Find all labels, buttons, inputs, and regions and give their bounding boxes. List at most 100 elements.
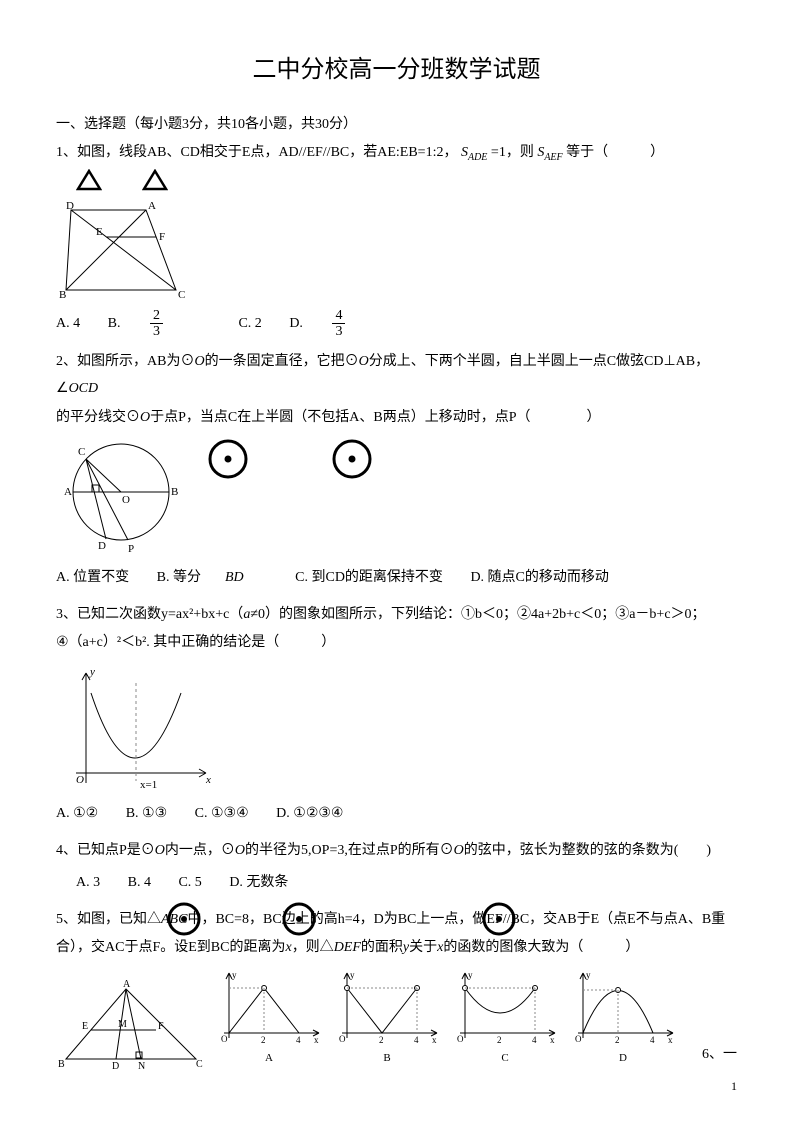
x4: 4: [650, 1035, 655, 1045]
O: O: [575, 1034, 582, 1044]
q5-line1: 5、如图，已知△ABC中，BC=8，BC边上的高h=4，D为BC上一点，做EF/…: [56, 907, 737, 934]
q1-optC: C. 2: [238, 316, 261, 331]
circle-dot-icon: [206, 437, 250, 481]
q2-line2: 的平分线交⊙O于点P，当点C在上半圆（不包括A、B两点）上移动时，点P（ ）: [56, 405, 737, 432]
optA: A. 位置不变: [56, 570, 129, 585]
O: O: [457, 1034, 464, 1044]
optD-num: 4: [332, 308, 345, 324]
x4: 4: [414, 1035, 419, 1045]
page-number: 1: [731, 1075, 737, 1098]
t: 关于: [409, 940, 437, 955]
optA: A. 3: [76, 875, 100, 890]
t: 4、已知点P是⊙: [56, 843, 155, 858]
optB-num: 2: [150, 308, 163, 324]
x2: 2: [261, 1035, 266, 1045]
page-title: 二中分校高一分班数学试题: [56, 48, 737, 94]
q3-figure: O x y x=1: [56, 663, 737, 793]
lbl: D: [98, 540, 106, 552]
E: E: [82, 1021, 88, 1032]
x2: 2: [615, 1035, 620, 1045]
q4-options: A. 3 B. 4 C. 5 D. 无数条: [76, 870, 737, 897]
optD-lbl: D.: [289, 316, 303, 331]
q6-start: 6、一: [702, 1042, 737, 1069]
O: O: [76, 774, 84, 786]
t: B. 等分: [157, 570, 201, 585]
lbl-B: B: [59, 289, 66, 300]
lbl-A: A: [148, 200, 156, 212]
circle-dot-icon: [481, 901, 517, 937]
x4: 4: [296, 1035, 301, 1045]
circle-dot-icon: [330, 437, 374, 481]
q1-optD: D. 43: [289, 316, 393, 331]
q1-optA: A. 4: [56, 316, 80, 331]
lbl-F: F: [159, 231, 165, 243]
q3-line2: ④（a+c）²＜b². 其中正确的结论是（ ）: [56, 630, 737, 657]
x: x: [205, 774, 211, 786]
O: O: [339, 1034, 346, 1044]
optA: A. ①②: [56, 806, 98, 821]
t: 的一条固定直径，它把⊙: [205, 354, 359, 369]
x2: 2: [497, 1035, 502, 1045]
optD: D. ①②③④: [276, 806, 343, 821]
y: y: [350, 970, 355, 980]
optD-den: 3: [332, 324, 345, 339]
lbl: O: [122, 494, 130, 506]
t: 的平分线交⊙: [56, 410, 140, 425]
q5-optD-fig: O 2 4 y x D: [568, 968, 678, 1069]
t: ）的图象如图所示，下列结论：①b＜0；②4a+2b+c＜0；③a－b+c＞0；: [265, 607, 706, 622]
q1-b: =1，则: [491, 145, 534, 160]
y: y: [586, 970, 591, 980]
lbl: C: [78, 446, 85, 458]
O: O: [155, 843, 165, 858]
lbl: B: [171, 486, 178, 498]
lbl: A: [214, 1048, 324, 1069]
t: 的半径为5,OP=3,在过点P的所有⊙: [245, 843, 454, 858]
triangle-icon: [142, 169, 168, 191]
q5-optA-fig: O 2 4 y x A: [214, 968, 324, 1069]
q1-text: 1、如图，线段AB、CD相交于E点，AD//EF//BC，若AE:EB=1:2，…: [56, 140, 737, 193]
optD: D. 随点C的移动而移动: [470, 570, 608, 585]
O3: O: [140, 410, 150, 425]
x: x: [432, 1035, 437, 1045]
q3-options: A. ①② B. ①③ C. ①③④ D. ①②③④: [56, 801, 737, 828]
M: M: [118, 1019, 127, 1030]
q5-line2: 合），交AC于点F。设E到BC的距离为x，则△DEF的面积y关于x的函数的图像大…: [56, 935, 737, 962]
t: 的弦中，弦长为整数的弦的条数为( ): [464, 843, 711, 858]
t: 的函数的图像大致为（ ）: [443, 940, 639, 955]
x4: 4: [532, 1035, 537, 1045]
A: A: [123, 979, 131, 990]
t: ，则△: [292, 940, 334, 955]
DEF: DEF: [334, 940, 361, 955]
lbl-E: E: [96, 226, 103, 238]
decorative-triangles: [76, 169, 168, 191]
lbl: C: [450, 1048, 560, 1069]
lbl: A: [64, 486, 72, 498]
q1-a: 1、如图，线段AB、CD相交于E点，AD//EF//BC，若AE:EB=1:2，: [56, 145, 457, 160]
q1-c: 等于（ ）: [566, 145, 664, 160]
t: 于点P，当点C在上半圆（不包括A、B两点）上移动时，点P（ ）: [150, 410, 600, 425]
optD: D. 无数条: [229, 875, 288, 890]
q4-text: 4、已知点P是⊙O内一点，⊙O的半径为5,OP=3,在过点P的所有⊙O的弦中，弦…: [56, 838, 737, 865]
t: 3、已知二次函数y=ax²+bx+c（: [56, 607, 243, 622]
O1: O: [194, 354, 204, 369]
t: 内一点，⊙: [165, 843, 235, 858]
q1-figure: D A E F B C: [56, 200, 737, 300]
t: 5、如图，已知△: [56, 912, 161, 927]
t: 的面积: [361, 940, 403, 955]
optC: C. 到CD的距离保持不变: [295, 570, 443, 585]
N: N: [138, 1061, 145, 1069]
B: B: [58, 1059, 65, 1069]
O2: O: [359, 354, 369, 369]
q5-optC-fig: O 2 4 y x C: [450, 968, 560, 1069]
lbl: B: [332, 1048, 442, 1069]
t: 中，BC=8，BC边上的高h=4，D为BC上一点，做EF//BC，交AB于E（点…: [187, 912, 725, 927]
OCD: OCD: [69, 381, 99, 396]
lbl-D: D: [66, 200, 74, 212]
optC: C. ①③④: [195, 806, 249, 821]
q3-line1: 3、已知二次函数y=ax²+bx+c（a≠0）的图象如图所示，下列结论：①b＜0…: [56, 602, 737, 629]
O: O: [221, 1034, 228, 1044]
q1-optB: B. 23: [108, 316, 215, 331]
y: y: [89, 666, 95, 678]
x: x: [668, 1035, 673, 1045]
F: F: [158, 1021, 164, 1032]
